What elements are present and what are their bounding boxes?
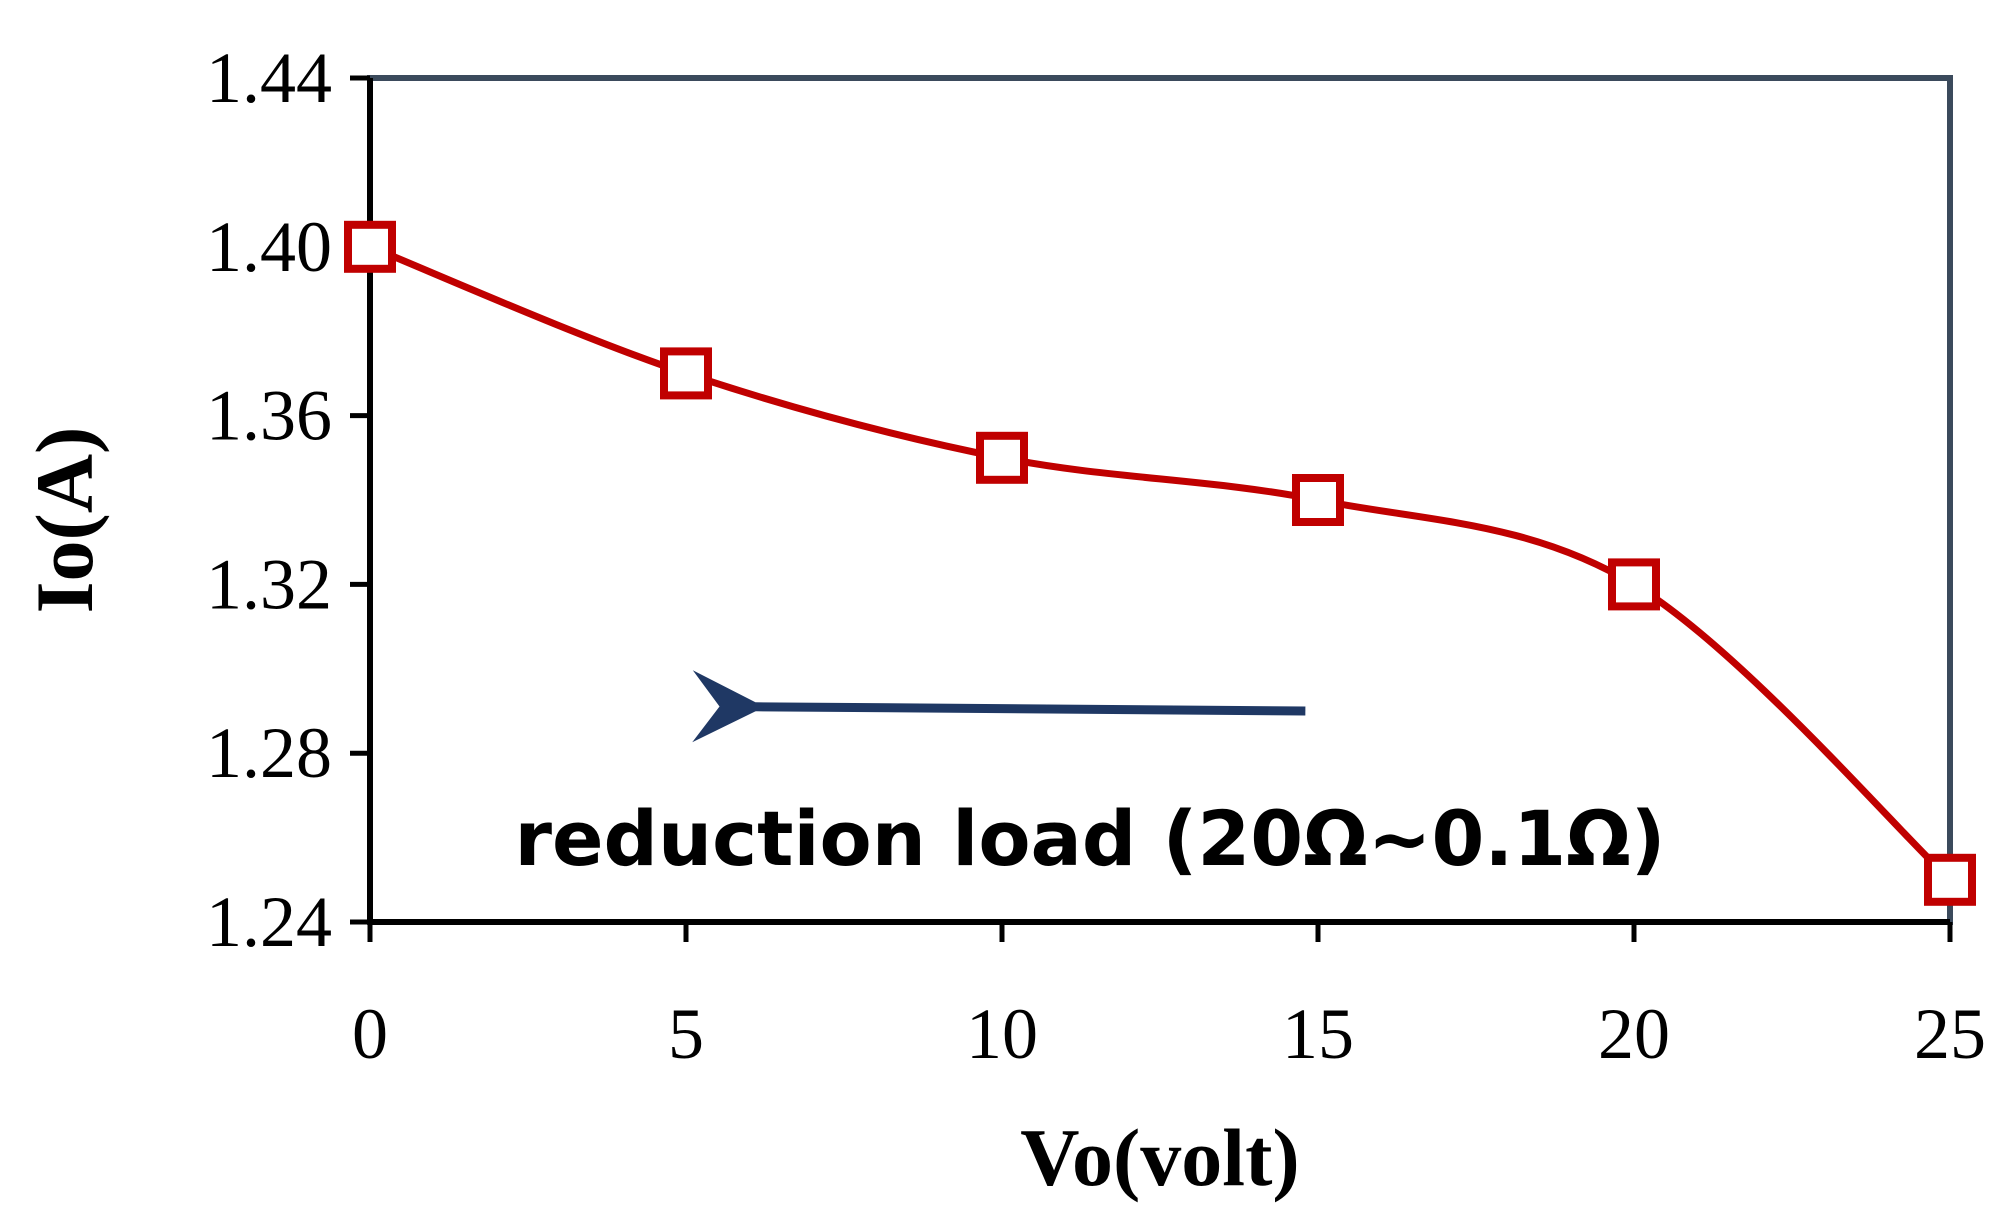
y-tick-label: 1.36 <box>206 376 332 456</box>
y-tick-label: 1.24 <box>206 882 332 962</box>
y-tick-label: 1.32 <box>206 544 332 624</box>
data-point-marker <box>976 431 1028 484</box>
x-tick-label: 25 <box>1914 994 1986 1074</box>
data-point-marker <box>1924 853 1976 906</box>
y-tick-label: 1.28 <box>206 713 332 793</box>
y-tick-label: 1.40 <box>206 207 332 287</box>
data-point-marker <box>1292 474 1344 526</box>
x-tick-label: 0 <box>352 994 388 1074</box>
series-line-io <box>368 243 1953 883</box>
x-axis-title: Vo(volt) <box>1020 1112 1299 1203</box>
data-point-marker <box>660 347 712 400</box>
annotation-arrow <box>692 670 1306 743</box>
x-tick-label: 20 <box>1598 994 1670 1074</box>
x-tick-label: 10 <box>966 994 1038 1074</box>
series-markers <box>344 220 1976 906</box>
data-point-marker <box>344 220 396 273</box>
y-tick-label: 1.44 <box>206 38 332 118</box>
data-point-marker <box>1608 558 1660 611</box>
x-axis-ticks: 0 5 10 15 20 25 <box>352 922 1986 1074</box>
x-tick-label: 15 <box>1282 994 1354 1074</box>
annotation-text: reduction load (20Ω~0.1Ω) <box>515 794 1666 883</box>
y-axis-title: Io(A) <box>19 427 110 614</box>
x-tick-label: 5 <box>668 994 704 1074</box>
y-axis-ticks: 1.24 1.28 1.32 1.36 1.40 1.44 <box>206 38 370 962</box>
